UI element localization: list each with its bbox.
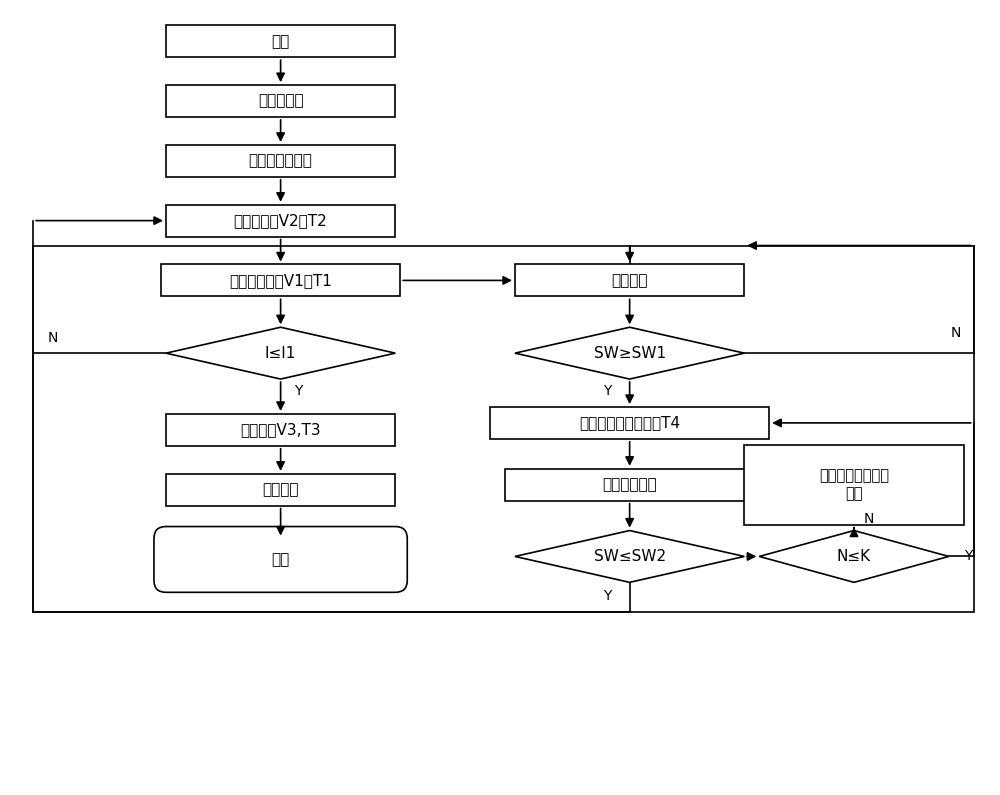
Polygon shape xyxy=(759,530,949,583)
Text: Y: Y xyxy=(294,384,303,398)
Text: 停止喷淦，继续排水T4: 停止喷淦，继续排水T4 xyxy=(579,416,680,430)
Text: N: N xyxy=(864,511,874,525)
Text: 抖散过程: 抖散过程 xyxy=(262,483,299,497)
Text: 称重及主洗: 称重及主洗 xyxy=(258,94,303,109)
Text: N: N xyxy=(951,326,961,340)
FancyBboxPatch shape xyxy=(744,445,964,525)
FancyBboxPatch shape xyxy=(166,145,395,176)
Text: SW≤SW2: SW≤SW2 xyxy=(594,549,666,564)
Text: SW≥SW1: SW≥SW1 xyxy=(594,346,666,361)
Text: 脱水程序V3,T3: 脱水程序V3,T3 xyxy=(240,422,321,437)
Text: I≤I1: I≤I1 xyxy=(265,346,296,361)
Text: N: N xyxy=(48,332,58,345)
Polygon shape xyxy=(515,328,744,379)
Text: 报警装置发送报警
信号: 报警装置发送报警 信号 xyxy=(819,468,889,501)
Text: 预脱水程序V2，T2: 预脱水程序V2，T2 xyxy=(234,213,327,228)
Text: 启动: 启动 xyxy=(271,33,290,48)
FancyBboxPatch shape xyxy=(161,265,400,297)
Text: 偏心检测及称重: 偏心检测及称重 xyxy=(249,153,313,169)
Text: 继续检测水位: 继续检测水位 xyxy=(602,477,657,492)
Text: Y: Y xyxy=(965,549,973,564)
FancyBboxPatch shape xyxy=(166,474,395,506)
Polygon shape xyxy=(166,328,395,379)
Text: 结束: 结束 xyxy=(271,552,290,567)
FancyBboxPatch shape xyxy=(154,526,407,592)
FancyBboxPatch shape xyxy=(166,414,395,446)
FancyBboxPatch shape xyxy=(505,469,754,501)
FancyBboxPatch shape xyxy=(166,25,395,57)
FancyBboxPatch shape xyxy=(166,204,395,237)
FancyBboxPatch shape xyxy=(166,85,395,117)
Text: 脱水漂洗程序V1，T1: 脱水漂洗程序V1，T1 xyxy=(229,273,332,288)
Polygon shape xyxy=(515,530,744,583)
FancyBboxPatch shape xyxy=(490,407,769,439)
Text: Y: Y xyxy=(604,589,612,603)
FancyBboxPatch shape xyxy=(515,265,744,297)
Text: N≤K: N≤K xyxy=(837,549,871,564)
Text: Y: Y xyxy=(604,384,612,398)
Text: 检测水位: 检测水位 xyxy=(611,273,648,288)
